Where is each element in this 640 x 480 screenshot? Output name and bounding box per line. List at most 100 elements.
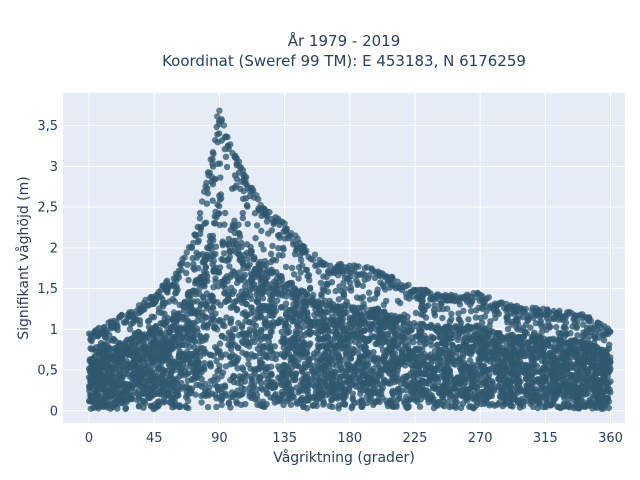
data-point [147, 347, 154, 354]
data-point [345, 321, 352, 329]
data-point [463, 349, 470, 356]
data-point [534, 404, 541, 412]
data-point [403, 404, 411, 412]
data-point [376, 372, 383, 380]
data-point [136, 317, 144, 324]
data-point [227, 304, 234, 311]
data-point [506, 354, 513, 361]
data-point [233, 306, 240, 314]
data-point [380, 321, 388, 328]
data-point [496, 350, 503, 357]
data-point [275, 245, 282, 252]
data-point [540, 350, 547, 357]
data-point [489, 340, 496, 347]
data-point [554, 388, 561, 395]
data-point [551, 343, 558, 351]
data-point [271, 382, 279, 390]
data-point [238, 322, 246, 329]
data-point [347, 284, 354, 291]
data-point [398, 349, 405, 356]
data-point [506, 391, 513, 398]
data-point [290, 356, 297, 363]
data-point [238, 338, 246, 345]
data-point [550, 378, 557, 385]
data-point [324, 280, 332, 287]
data-point [218, 354, 225, 361]
data-point [281, 323, 289, 331]
data-point [254, 395, 261, 403]
data-point [231, 217, 238, 224]
data-point [226, 263, 233, 270]
data-point [425, 380, 432, 387]
data-point [365, 337, 373, 344]
data-point [95, 364, 102, 371]
data-point [190, 261, 197, 268]
data-point [238, 401, 245, 408]
data-point [229, 374, 237, 381]
data-point [502, 397, 509, 404]
data-point [229, 359, 236, 366]
data-point [267, 259, 274, 266]
data-point [103, 394, 111, 401]
data-point [164, 314, 171, 321]
data-point [152, 338, 159, 345]
data-point [419, 386, 426, 394]
data-point [460, 307, 467, 315]
data-point [264, 322, 272, 329]
data-point [431, 302, 438, 309]
data-point [282, 310, 290, 317]
data-point [154, 364, 161, 372]
data-point [436, 334, 443, 341]
data-point [87, 378, 94, 385]
data-point [394, 396, 402, 403]
data-point [572, 375, 579, 382]
data-point [282, 263, 290, 271]
data-point [365, 289, 373, 296]
data-point [247, 250, 255, 257]
data-point [568, 361, 575, 368]
data-point [173, 376, 180, 383]
data-point [174, 363, 181, 370]
data-point [513, 358, 520, 365]
data-point [260, 246, 267, 253]
data-point [490, 349, 498, 357]
data-point [310, 402, 317, 409]
data-point [460, 336, 467, 343]
data-point [199, 317, 206, 324]
data-point [267, 250, 275, 258]
data-point [377, 391, 385, 398]
data-point [144, 382, 151, 389]
data-point [278, 292, 285, 299]
data-point [316, 374, 324, 381]
data-point [258, 227, 265, 235]
data-point [448, 310, 455, 317]
data-point [196, 285, 203, 292]
data-point [532, 320, 539, 327]
data-point [184, 261, 191, 268]
data-point [217, 195, 225, 202]
data-point [221, 221, 228, 228]
data-point [159, 320, 166, 328]
data-point [191, 343, 198, 351]
data-point [561, 323, 568, 330]
data-point [556, 373, 564, 380]
data-point [374, 286, 381, 293]
data-point [306, 331, 314, 338]
data-point [210, 257, 217, 265]
data-point [135, 387, 143, 394]
data-point [546, 350, 553, 357]
data-point [527, 363, 534, 370]
data-point [436, 355, 443, 363]
data-point [218, 137, 225, 144]
data-point [529, 354, 536, 362]
data-point [246, 286, 254, 293]
data-point [537, 318, 545, 325]
data-point [600, 337, 608, 344]
data-point [229, 326, 237, 333]
data-point [298, 376, 306, 383]
data-point [183, 269, 190, 277]
data-point [153, 354, 160, 361]
data-point [220, 250, 228, 257]
data-point [371, 354, 378, 361]
